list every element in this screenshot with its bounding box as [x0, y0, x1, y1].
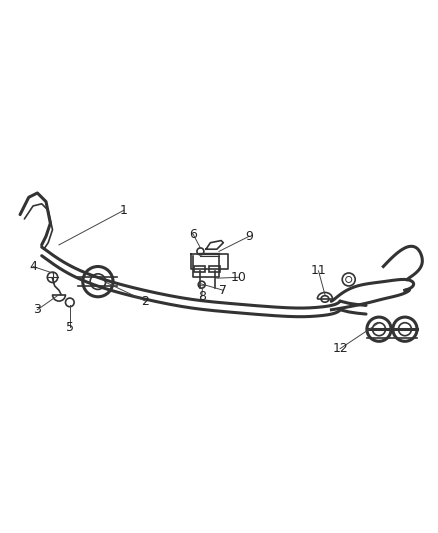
FancyBboxPatch shape — [209, 265, 220, 272]
Text: 1: 1 — [120, 204, 128, 217]
Text: 2: 2 — [141, 295, 149, 308]
Text: 10: 10 — [230, 271, 247, 284]
Text: 12: 12 — [332, 342, 348, 355]
Text: 7: 7 — [219, 284, 227, 297]
FancyBboxPatch shape — [194, 265, 205, 272]
Text: 9: 9 — [245, 230, 253, 243]
Text: 6: 6 — [189, 228, 197, 240]
Text: 11: 11 — [311, 264, 326, 277]
Text: 3: 3 — [33, 303, 41, 316]
Text: 4: 4 — [29, 260, 37, 273]
Text: 5: 5 — [66, 320, 74, 334]
Text: 8: 8 — [198, 290, 206, 303]
